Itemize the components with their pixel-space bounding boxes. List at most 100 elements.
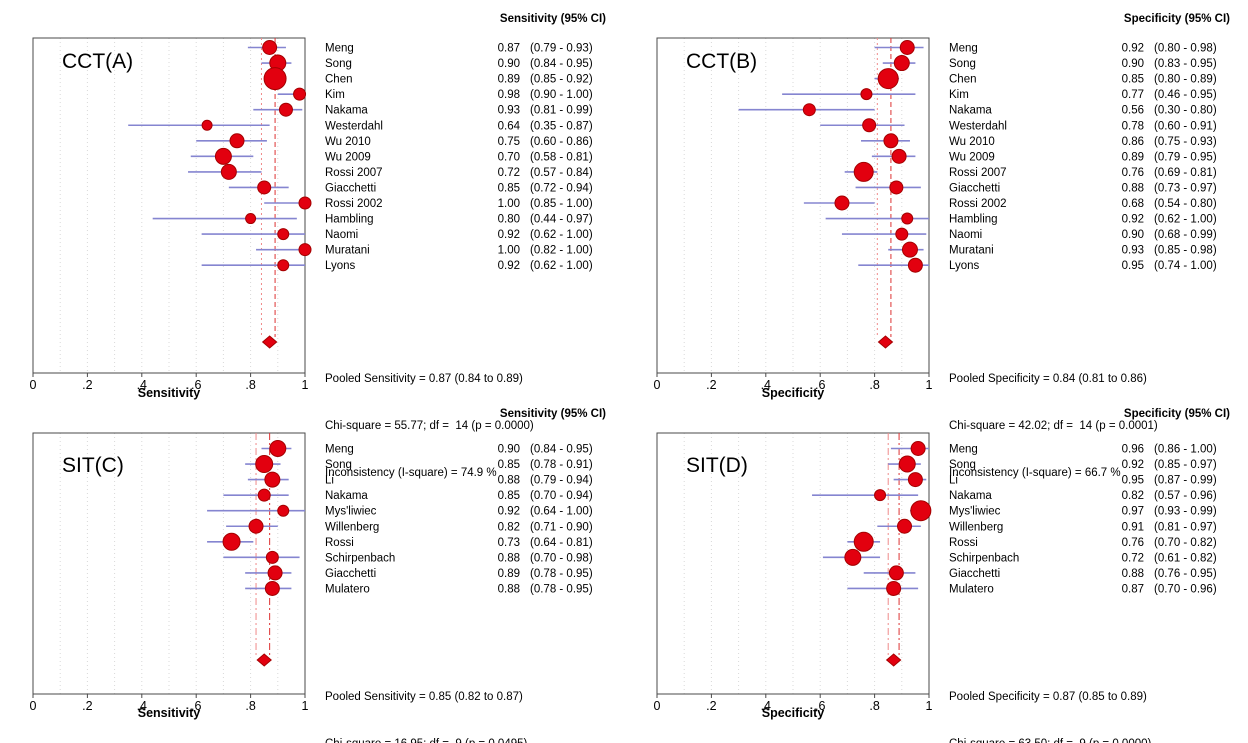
study-ci: (0.85 - 1.00) <box>530 198 593 210</box>
study-ci: (0.71 - 0.90) <box>530 521 593 533</box>
study-point <box>255 455 274 474</box>
study-point <box>883 133 899 149</box>
study-ci: (0.85 - 0.97) <box>1154 459 1217 471</box>
panel-sit-c: Meng 0.90 (0.84 - 0.95) Song 0.85 (0.78 - 0.9… <box>0 396 624 743</box>
panel-label: CCT(B) <box>686 50 758 73</box>
study-value: 0.95 <box>1122 475 1144 487</box>
study-name: Kim <box>325 89 345 101</box>
study-ci: (0.81 - 0.99) <box>530 105 593 117</box>
study-value: 0.92 <box>1122 459 1144 471</box>
study-point <box>899 40 915 55</box>
pooled-diamond <box>256 653 272 667</box>
study-name: Muratani <box>325 245 370 257</box>
panel-label: CCT(A) <box>62 50 134 73</box>
study-point <box>257 488 271 502</box>
x-tick-label: .2 <box>82 699 92 713</box>
study-value: 0.88 <box>498 475 520 487</box>
study-ci: (0.70 - 0.94) <box>530 490 593 502</box>
study-value: 0.88 <box>498 583 520 595</box>
study-name: Hambling <box>949 214 998 226</box>
study-ci: (0.85 - 0.92) <box>530 74 593 86</box>
study-ci: (0.80 - 0.98) <box>1154 43 1217 55</box>
study-name: Rossi 2007 <box>949 167 1007 179</box>
study-value: 0.95 <box>1122 260 1144 272</box>
x-tick-label: .2 <box>706 378 716 392</box>
study-value: 0.82 <box>1122 490 1144 502</box>
x-tick-label: .2 <box>706 699 716 713</box>
x-axis-title: Sensitivity <box>137 386 201 400</box>
study-ci: (0.64 - 1.00) <box>530 506 593 518</box>
study-ci: (0.85 - 0.98) <box>1154 245 1217 257</box>
x-tick-label: .8 <box>245 378 255 392</box>
study-ci: (0.86 - 1.00) <box>1154 444 1217 456</box>
x-tick-label: 0 <box>30 378 37 392</box>
panel-label: SIT(D) <box>686 454 748 477</box>
inconsistency-line: Inconsistency (I-square) = 66.7 % <box>949 467 1121 480</box>
study-name: Song <box>325 459 352 471</box>
study-point <box>893 55 910 72</box>
study-point <box>269 440 287 457</box>
study-name: Li <box>949 475 958 487</box>
study-point <box>298 196 312 210</box>
study-value: 1.00 <box>498 245 520 257</box>
plot-box <box>32 432 306 695</box>
study-name: Lyons <box>325 260 356 272</box>
study-ci: (0.62 - 1.00) <box>1154 214 1217 226</box>
study-value: 0.72 <box>1122 552 1144 564</box>
study-point <box>891 148 907 164</box>
study-name: Willenberg <box>949 521 1003 533</box>
study-ci: (0.62 - 1.00) <box>530 260 593 272</box>
study-point <box>262 40 278 55</box>
pooled-stats: Pooled Sensitivity = 0.87 (0.84 to 0.89)… <box>325 340 534 514</box>
study-ci: (0.46 - 0.95) <box>1154 89 1217 101</box>
study-point <box>201 119 213 131</box>
x-tick-label: .8 <box>869 699 879 713</box>
study-name: Chen <box>325 74 353 86</box>
study-name: Li <box>325 475 334 487</box>
study-value: 0.82 <box>498 521 520 533</box>
study-name: Hambling <box>325 214 374 226</box>
study-name: Rossi 2002 <box>325 198 383 210</box>
study-name: Giacchetti <box>325 182 376 194</box>
chi-square-line: Chi-square = 55.77; df = 14 (p = 0.0000) <box>325 419 534 432</box>
x-tick-label: .4 <box>137 699 147 713</box>
pooled-estimate-line: Pooled Sensitivity = 0.85 (0.82 to 0.87) <box>325 690 523 703</box>
x-tick-label: .4 <box>761 378 771 392</box>
study-value: 0.90 <box>498 444 520 456</box>
study-point <box>886 580 902 596</box>
study-value: 0.85 <box>498 182 520 194</box>
study-value: 0.92 <box>498 506 520 518</box>
study-point <box>853 531 874 552</box>
study-ci: (0.54 - 0.80) <box>1154 198 1217 210</box>
study-point <box>214 147 232 165</box>
study-value: 0.56 <box>1122 105 1144 117</box>
study-value: 0.88 <box>1122 568 1144 580</box>
study-value: 0.96 <box>1122 444 1144 456</box>
study-name: Mys'liwiec <box>949 506 1001 518</box>
x-tick-label: .8 <box>245 699 255 713</box>
study-name: Meng <box>949 444 978 456</box>
study-value: 0.89 <box>1122 151 1144 163</box>
study-ci: (0.70 - 0.82) <box>1154 537 1217 549</box>
study-ci: (0.70 - 0.96) <box>1154 583 1217 595</box>
study-name: Giacchetti <box>949 568 1000 580</box>
study-ci: (0.73 - 0.97) <box>1154 182 1217 194</box>
study-point <box>853 161 874 182</box>
study-ci: (0.84 - 0.95) <box>530 444 593 456</box>
pooled-stats: Pooled Sensitivity = 0.85 (0.82 to 0.87)… <box>325 658 527 743</box>
column-header: Sensitivity (95% CI) <box>499 13 606 25</box>
pooled-estimate-line: Pooled Sensitivity = 0.87 (0.84 to 0.89) <box>325 372 523 385</box>
study-ci: (0.84 - 0.95) <box>530 58 593 70</box>
study-point <box>907 472 923 488</box>
study-name: Willenberg <box>325 521 379 533</box>
study-value: 0.91 <box>1122 521 1144 533</box>
study-ci: (0.35 - 0.87) <box>530 120 593 132</box>
x-tick-label: .4 <box>137 378 147 392</box>
study-name: Nakama <box>949 105 992 117</box>
study-ci: (0.74 - 1.00) <box>1154 260 1217 272</box>
study-point <box>278 102 293 117</box>
study-point <box>901 241 918 258</box>
study-point <box>901 212 914 225</box>
study-point <box>862 118 877 133</box>
pooled-estimate-line: Pooled Specificity = 0.87 (0.85 to 0.89) <box>949 690 1147 703</box>
